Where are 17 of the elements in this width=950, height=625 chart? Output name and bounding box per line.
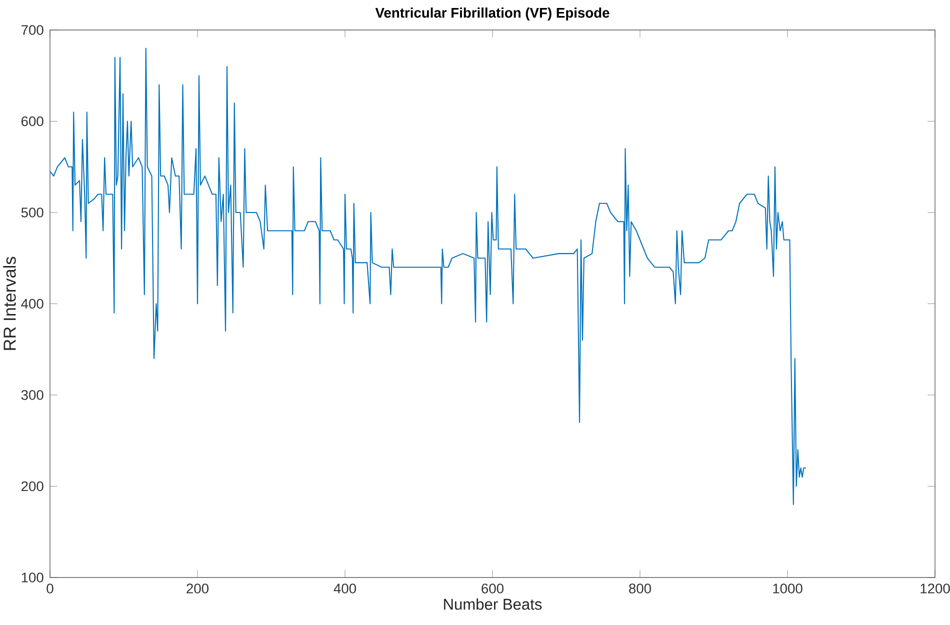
y-tick-label: 600 xyxy=(22,116,44,126)
y-tick-label: 100 xyxy=(22,572,44,582)
y-tick-label: 700 xyxy=(22,25,44,35)
x-tick-label: 1000 xyxy=(773,584,802,594)
y-axis-title: RR Intervals xyxy=(3,256,16,350)
x-tick-label: 0 xyxy=(46,584,54,594)
x-tick-label: 200 xyxy=(186,584,209,594)
x-tick-label: 400 xyxy=(334,584,356,594)
x-tick-label: 1200 xyxy=(920,584,950,594)
y-tick-label: 200 xyxy=(22,481,44,492)
x-tick-label: 800 xyxy=(629,584,652,594)
y-tick-label: 500 xyxy=(21,208,44,218)
x-tick-label: 600 xyxy=(482,584,504,594)
y-tick-label: 300 xyxy=(21,390,44,400)
x-axis-title: Number Beats xyxy=(444,598,542,610)
y-tick-label: 400 xyxy=(21,298,44,309)
chart-title: Ventricular Fibrillation (VF) Episode xyxy=(375,8,610,20)
